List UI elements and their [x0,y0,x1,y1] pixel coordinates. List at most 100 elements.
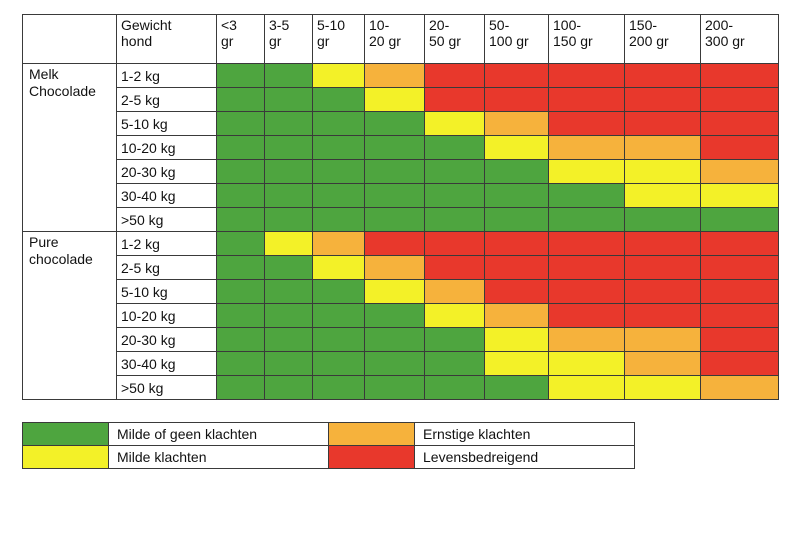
severity-cell [312,111,365,136]
dog-weight-label: 30-40 kg [116,351,217,376]
table-row: >50 kg [23,375,779,400]
dog-weight-label: 10-20 kg [116,135,217,160]
chocolate-type-label: Melk Chocolade [22,63,117,232]
severity-cell [364,87,425,112]
severity-cell [548,231,625,256]
severity-cell [624,207,701,232]
dog-weight-label: 20-30 kg [116,327,217,352]
severity-cell [312,87,365,112]
severity-cell [424,351,485,376]
table-row: Pure chocolade 1-2 kg [22,231,779,400]
severity-cell [548,207,625,232]
severity-cell [548,279,625,304]
severity-cell [484,255,549,280]
severity-cell [312,255,365,280]
legend-label-yellow: Milde klachten [108,445,329,469]
severity-cell [548,135,625,160]
severity-cell [624,63,701,88]
severity-cell [624,111,701,136]
severity-cell [364,207,425,232]
dog-weight-label: 20-30 kg [116,159,217,184]
severity-cell [312,63,365,88]
dog-weight-label: 2-5 kg [116,87,217,112]
amount-header: 3-5 gr [264,14,313,64]
severity-cell [700,111,779,136]
severity-cell [424,87,485,112]
dog-weight-label: >50 kg [116,375,217,400]
severity-cell [424,231,485,256]
table-row: Melk Chocolade 1-2 kg [22,63,779,232]
severity-cell [264,207,313,232]
dog-weight-label: >50 kg [116,207,217,232]
severity-cell [424,375,485,400]
severity-cell [312,231,365,256]
severity-cell [484,111,549,136]
severity-cell [216,63,265,88]
severity-cell [484,135,549,160]
severity-cell [216,327,265,352]
header-row: Gewicht hond <3 gr 3-5 gr 5-10 gr 10- 20… [22,14,779,64]
table-row: 10-20 kg [23,135,779,160]
severity-cell [548,159,625,184]
severity-cell [364,375,425,400]
severity-cell [424,327,485,352]
chocolate-type-label: Pure chocolade [22,231,117,400]
legend: Milde of geen klachten Ernstige klachten… [22,422,635,469]
legend-swatch-yellow [22,445,109,469]
legend-label-red: Levensbedreigend [414,445,635,469]
severity-cell [216,87,265,112]
severity-cell [364,231,425,256]
severity-cell [484,327,549,352]
severity-cell [364,327,425,352]
severity-cell [312,207,365,232]
severity-cell [548,303,625,328]
dog-weight-label: 2-5 kg [116,255,217,280]
legend-swatch-orange [328,422,415,446]
severity-cell [264,351,313,376]
weight-header: Gewicht hond [116,14,217,64]
severity-cell [700,279,779,304]
amount-header: 200- 300 gr [700,14,779,64]
severity-cell [700,183,779,208]
severity-cell [424,303,485,328]
severity-cell [264,231,313,256]
severity-cell [700,207,779,232]
severity-cell [624,135,701,160]
table-row: 5-10 kg [23,111,779,136]
severity-cell [216,207,265,232]
legend-label-green: Milde of geen klachten [108,422,329,446]
legend-label-orange: Ernstige klachten [414,422,635,446]
severity-cell [424,63,485,88]
severity-cell [216,303,265,328]
severity-cell [216,135,265,160]
dog-weight-label: 5-10 kg [116,279,217,304]
severity-cell [700,375,779,400]
amount-header: 50- 100 gr [484,14,549,64]
severity-cell [312,159,365,184]
severity-cell [264,183,313,208]
severity-cell [548,351,625,376]
amount-header: 5-10 gr [312,14,365,64]
severity-cell [624,327,701,352]
severity-cell [364,303,425,328]
severity-cell [312,279,365,304]
severity-cell [700,87,779,112]
table-row: 2-5 kg [23,255,779,280]
legend-row: Milde klachten Levensbedreigend [22,445,635,469]
amount-header: 10- 20 gr [364,14,425,64]
dog-weight-label: 30-40 kg [116,183,217,208]
severity-cell [484,183,549,208]
severity-cell [424,279,485,304]
severity-cell [700,303,779,328]
severity-cell [364,135,425,160]
severity-cell [548,183,625,208]
severity-cell [216,159,265,184]
severity-cell [424,159,485,184]
severity-cell [424,255,485,280]
severity-cell [312,183,365,208]
severity-cell [264,63,313,88]
severity-cell [264,303,313,328]
severity-cell [264,87,313,112]
severity-cell [624,375,701,400]
severity-cell [264,279,313,304]
